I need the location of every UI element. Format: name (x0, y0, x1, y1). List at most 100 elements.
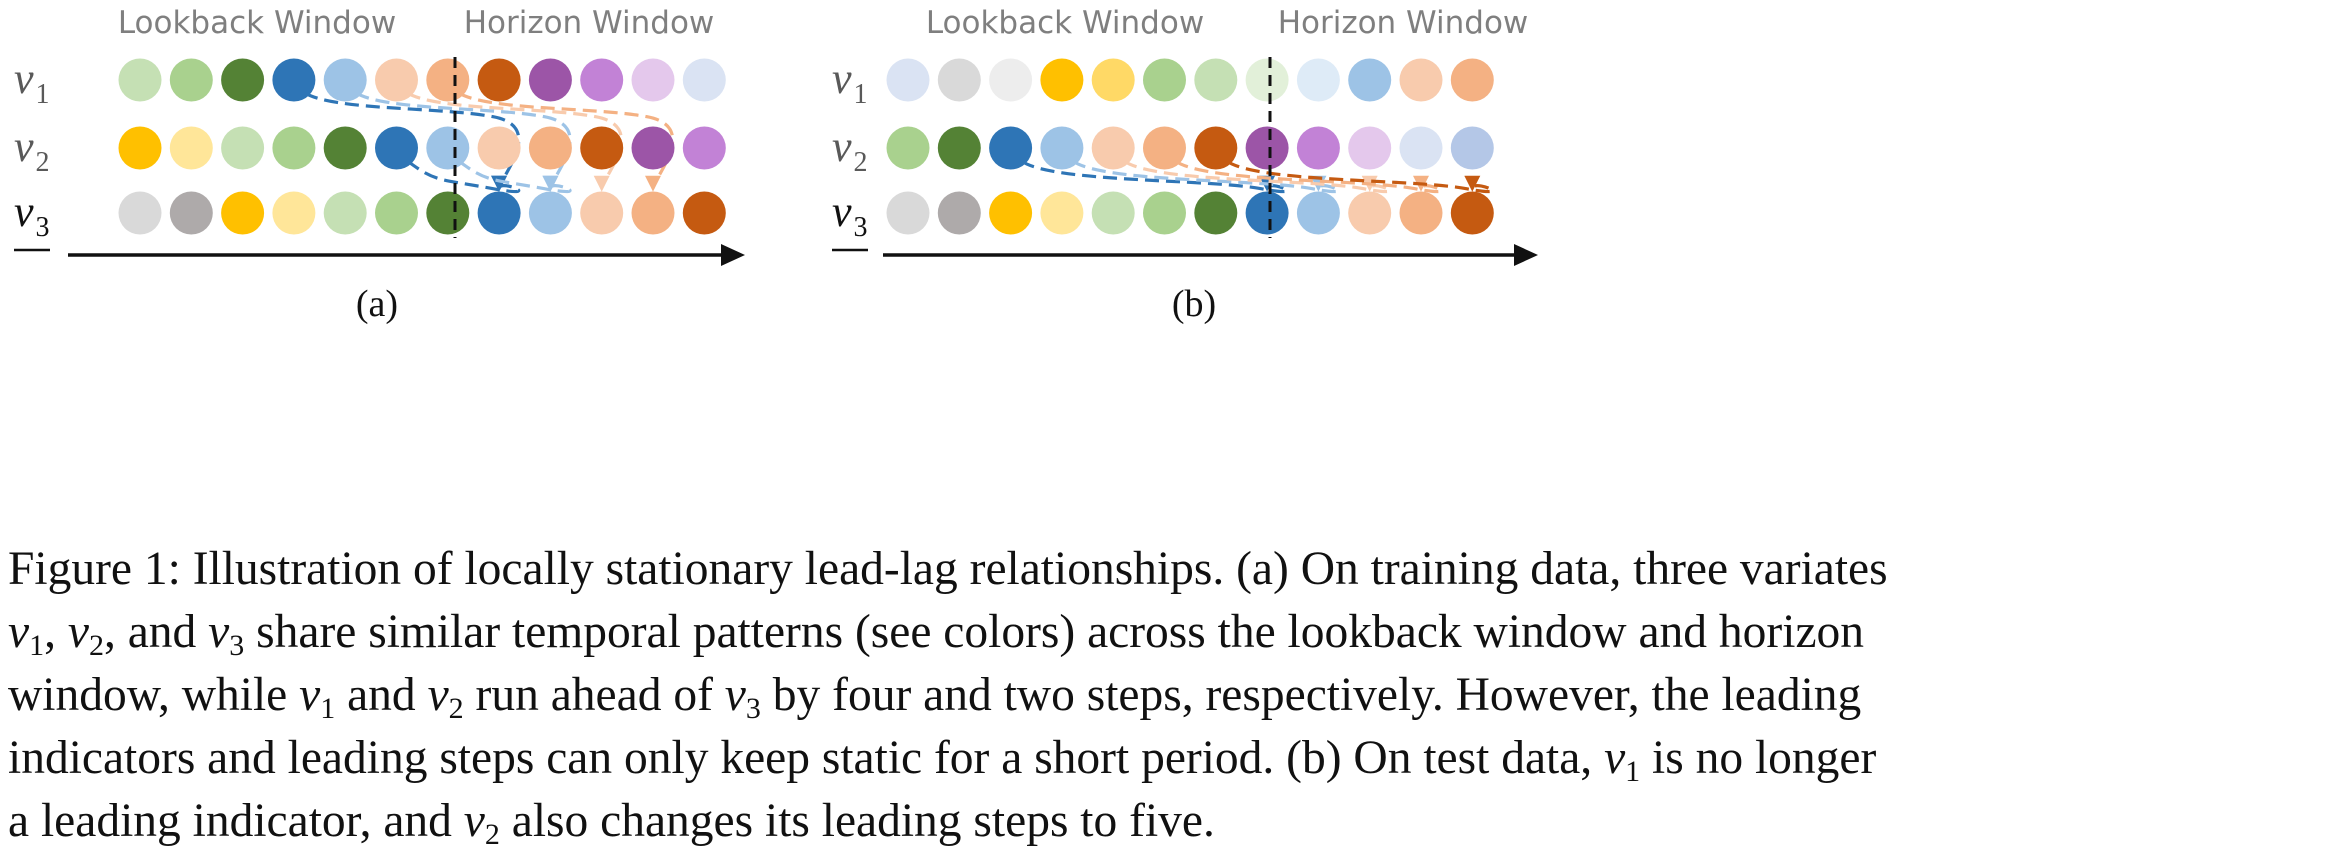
lead-lag-arrow (1071, 159, 1340, 194)
time-step-dot (580, 126, 624, 170)
time-step-dot (1040, 58, 1084, 102)
time-step-dot (118, 191, 162, 235)
variate-label-v3: v3 (832, 187, 868, 243)
time-step-dot (1348, 126, 1392, 170)
time-step-dot (272, 58, 316, 102)
time-step-dot (631, 58, 675, 102)
time-step-dot (1450, 58, 1494, 102)
time-step-dot (1296, 58, 1340, 102)
time-step-dot (477, 191, 521, 235)
time-step-dot (1091, 126, 1135, 170)
caption-line-5: a leading indicator, and v2 also changes… (8, 795, 1215, 851)
time-axis-arrowhead (721, 244, 745, 266)
time-step-dot (118, 58, 162, 102)
time-step-dot (323, 191, 367, 235)
time-step-dot (323, 58, 367, 102)
variate-label-v1: v1 (832, 54, 868, 110)
time-step-dot (528, 58, 572, 102)
panel-a: Lookback Window Horizon Window v1 v2 v3 (a) (14, 5, 745, 325)
time-step-dot (272, 126, 316, 170)
time-step-dot (937, 58, 981, 102)
time-step-dot (989, 191, 1033, 235)
lead-lag-arrows (303, 91, 675, 194)
time-axis-arrowhead (1514, 244, 1538, 266)
caption-line-1: Figure 1: Illustration of locally statio… (8, 538, 2328, 601)
time-step-dot (1245, 126, 1289, 170)
time-step-dot (477, 126, 521, 170)
time-step-dot (631, 191, 675, 235)
time-step-dot (1194, 126, 1238, 170)
time-step-dot (580, 191, 624, 235)
time-step-dot (1245, 191, 1289, 235)
time-step-dot (1348, 58, 1392, 102)
time-step-dot (886, 191, 930, 235)
caption-line-2: v1, v2, and v3 share similar temporal pa… (8, 606, 1865, 662)
time-step-dot (1194, 58, 1238, 102)
lead-lag-arrow (406, 159, 521, 194)
time-step-dot (1091, 191, 1135, 235)
time-step-dot (1040, 126, 1084, 170)
figure-diagram: Lookback Window Horizon Window v1 v2 v3 (a) L… (14, 5, 1538, 325)
lookback-window-label: Lookback Window (926, 5, 1204, 41)
time-step-dot (937, 126, 981, 170)
time-step-dot (1091, 58, 1135, 102)
time-step-dot (886, 126, 930, 170)
time-step-dot (937, 191, 981, 235)
time-step-dot (221, 126, 265, 170)
caption-text-1: Illustration of locally stationary lead-… (192, 543, 1888, 595)
variate-label-v2: v2 (14, 122, 50, 178)
time-step-dot (580, 58, 624, 102)
time-step-dot (1296, 126, 1340, 170)
time-step-dot (323, 126, 367, 170)
lead-lag-arrow (355, 91, 572, 192)
time-step-dot (1194, 191, 1238, 235)
variate-label-v2: v2 (832, 122, 868, 178)
time-step-dot (989, 58, 1033, 102)
time-step-dot (682, 191, 726, 235)
time-step-dot (682, 126, 726, 170)
time-step-dot (1399, 58, 1443, 102)
time-step-dot (1450, 126, 1494, 170)
lead-lag-arrow (457, 159, 572, 194)
time-step-dot (1450, 191, 1494, 235)
time-step-dot (682, 58, 726, 102)
caption-label: Figure 1: (8, 543, 181, 595)
time-step-dot (989, 126, 1033, 170)
time-step-dot (477, 58, 521, 102)
lead-lag-arrow (457, 91, 675, 192)
time-step-dot (1040, 191, 1084, 235)
panel-b: Lookback Window Horizon Window v1 v2 v3 (b) (832, 5, 1538, 325)
time-step-dot (426, 58, 470, 102)
figure-caption: Figure 1: Illustration of locally statio… (8, 538, 2328, 853)
variate-label-v3: v3 (14, 187, 50, 243)
time-step-dot (1399, 126, 1443, 170)
time-step-dot (169, 126, 213, 170)
time-step-dot (1143, 126, 1186, 170)
time-step-dot (375, 58, 418, 102)
lead-lag-arrow (1020, 159, 1289, 194)
lead-lag-arrow (1122, 159, 1391, 194)
time-step-dot (528, 191, 572, 235)
time-step-dot (375, 191, 418, 235)
time-step-dot (426, 191, 470, 235)
time-step-dot (169, 58, 213, 102)
time-step-dot (528, 126, 572, 170)
time-step-dot (1296, 191, 1340, 235)
time-step-dot (1143, 58, 1186, 102)
time-step-dot (221, 58, 265, 102)
time-step-dot (631, 126, 675, 170)
subfigure-label: (b) (1172, 283, 1216, 325)
time-step-dot (1348, 191, 1392, 235)
time-step-dot (1143, 191, 1186, 235)
time-step-dot (426, 126, 470, 170)
time-step-dot (1399, 191, 1443, 235)
variate-label-v1: v1 (14, 54, 50, 110)
time-step-dot (118, 126, 162, 170)
time-step-dot (221, 191, 265, 235)
horizon-window-label: Horizon Window (1278, 5, 1529, 41)
lead-lag-arrow (406, 91, 623, 192)
time-step-dot (169, 191, 213, 235)
lead-lag-arrow (303, 91, 521, 192)
time-step-dot (375, 126, 418, 170)
lookback-window-label: Lookback Window (118, 5, 396, 41)
